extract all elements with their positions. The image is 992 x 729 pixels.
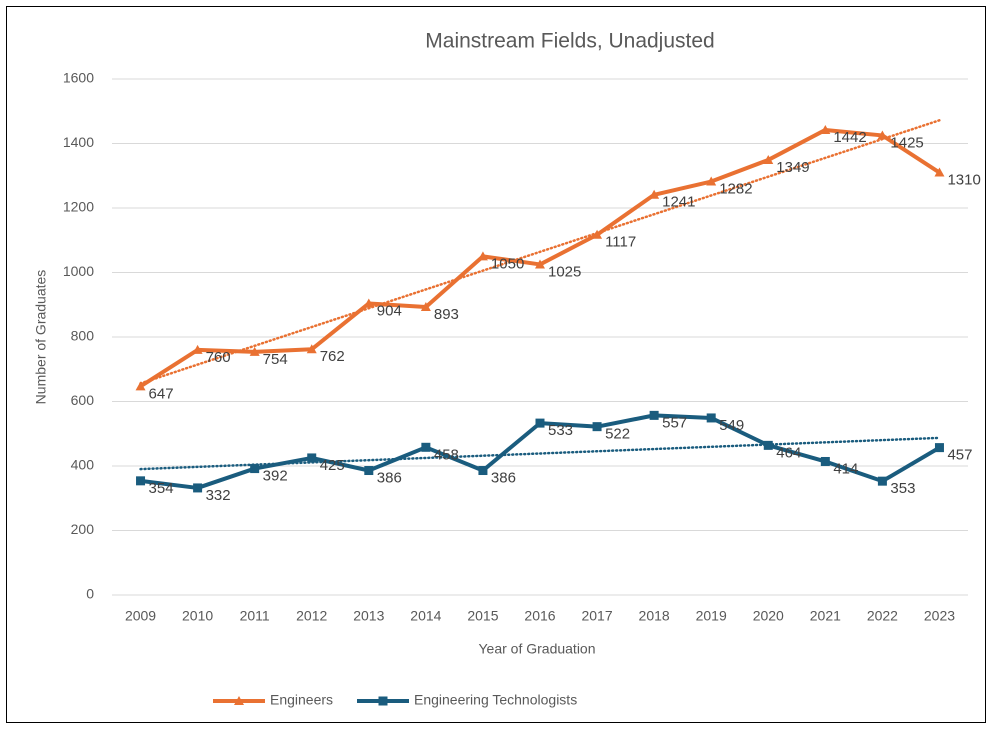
- marker: [193, 483, 203, 493]
- data-label: 386: [377, 469, 402, 486]
- trendline: [139, 119, 941, 385]
- y-tick-label: 1600: [63, 70, 94, 86]
- marker: [763, 154, 774, 164]
- data-label: 1310: [947, 171, 980, 188]
- x-tick-label: 2016: [524, 608, 555, 624]
- data-label: 762: [320, 348, 345, 365]
- x-tick-label: 2015: [467, 608, 498, 624]
- marker: [877, 130, 888, 140]
- data-label: 1425: [890, 134, 923, 151]
- legend-label: Engineers: [270, 692, 333, 708]
- data-label: 458: [434, 446, 459, 463]
- marker: [136, 476, 146, 486]
- marker: [363, 298, 374, 308]
- x-tick-label: 2012: [296, 608, 327, 624]
- marker: [234, 696, 244, 705]
- y-tick-label: 1200: [63, 199, 94, 215]
- x-tick-label: 2010: [182, 608, 213, 624]
- data-label: 647: [149, 385, 174, 402]
- data-label: 522: [605, 426, 630, 443]
- marker: [649, 189, 660, 199]
- marker: [592, 422, 602, 432]
- data-label: 464: [776, 444, 801, 461]
- x-axis-label: Year of Graduation: [478, 641, 595, 657]
- x-tick-label: 2021: [810, 608, 841, 624]
- data-label: 354: [149, 480, 174, 497]
- x-tick-label: 2014: [410, 608, 441, 624]
- data-label: 533: [548, 422, 573, 439]
- data-label: 904: [377, 302, 402, 319]
- marker: [249, 346, 260, 356]
- marker: [820, 124, 831, 134]
- marker: [250, 464, 260, 474]
- data-label: 1117: [605, 234, 636, 251]
- y-axis-label: Number of Graduates: [33, 270, 49, 405]
- data-label: 760: [206, 349, 231, 366]
- y-tick-label: 1000: [63, 263, 94, 279]
- marker: [535, 259, 545, 269]
- marker: [192, 344, 203, 354]
- marker: [306, 344, 317, 354]
- marker: [364, 466, 374, 476]
- x-tick-label: 2020: [753, 608, 784, 624]
- marker: [934, 167, 945, 177]
- y-tick-label: 0: [86, 586, 94, 602]
- data-label: 893: [434, 306, 459, 323]
- data-label: 549: [719, 417, 744, 434]
- chart-title: Mainstream Fields, Unadjusted: [425, 30, 714, 53]
- marker: [378, 696, 388, 706]
- x-tick-label: 2018: [639, 608, 670, 624]
- marker: [478, 466, 488, 476]
- data-label: 332: [206, 487, 231, 504]
- data-label: 557: [662, 414, 687, 431]
- data-label: 1241: [662, 194, 695, 211]
- data-label: 1050: [491, 255, 524, 272]
- data-label: 386: [491, 469, 516, 486]
- marker: [763, 440, 773, 450]
- marker: [420, 302, 431, 312]
- frame: [6, 6, 986, 723]
- x-tick-label: 2023: [924, 608, 955, 624]
- marker: [877, 476, 887, 486]
- marker: [421, 442, 431, 452]
- data-label: 353: [890, 480, 915, 497]
- y-tick-label: 1400: [63, 134, 94, 150]
- x-tick-label: 2017: [581, 608, 612, 624]
- marker: [477, 251, 488, 261]
- data-label: 457: [947, 447, 972, 464]
- marker: [592, 229, 603, 239]
- data-label: 1349: [776, 159, 809, 176]
- data-label: 414: [833, 460, 858, 477]
- data-label: 1442: [833, 129, 866, 146]
- marker: [649, 410, 659, 420]
- marker: [706, 176, 717, 186]
- data-label: 1282: [719, 181, 752, 198]
- marker: [307, 453, 317, 463]
- x-tick-label: 2011: [240, 608, 270, 624]
- y-tick-label: 800: [71, 328, 95, 344]
- data-label: 425: [320, 457, 345, 474]
- marker: [135, 381, 146, 391]
- data-label: 754: [263, 351, 288, 368]
- x-tick-label: 2009: [125, 608, 156, 624]
- x-tick-label: 2022: [867, 608, 898, 624]
- x-tick-label: 2013: [353, 608, 384, 624]
- marker: [706, 413, 716, 423]
- x-tick-label: 2019: [696, 608, 727, 624]
- y-tick-label: 200: [71, 521, 95, 537]
- y-tick-label: 600: [71, 392, 95, 408]
- y-tick-label: 400: [71, 457, 95, 473]
- marker: [820, 456, 830, 466]
- legend-label: Engineering Technologists: [414, 692, 577, 708]
- data-label: 1025: [548, 263, 581, 280]
- data-label: 392: [263, 468, 288, 485]
- marker: [934, 443, 944, 453]
- marker: [535, 418, 545, 428]
